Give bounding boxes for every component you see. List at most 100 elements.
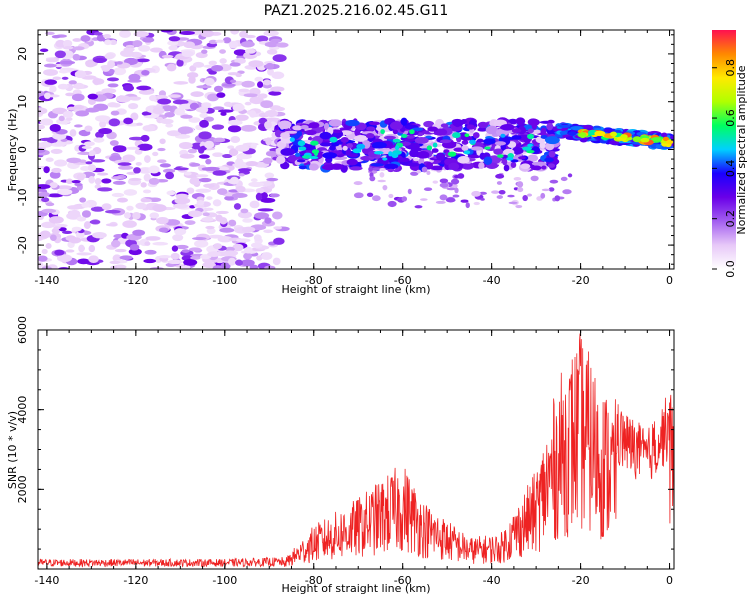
spectrogram-blob — [235, 73, 242, 78]
spectrogram-blob — [466, 124, 475, 130]
spectrogram-y-ticks: -20 -10 0 10 20 — [16, 34, 674, 265]
x-tick-label: -100 — [212, 574, 237, 587]
spectrogram-blob — [203, 183, 215, 188]
spectrogram-blob — [401, 196, 408, 202]
spectrogram-blob — [95, 115, 111, 122]
spectrogram-blob — [582, 124, 594, 130]
spectrogram-blob — [244, 48, 256, 54]
spectrogram-blob — [132, 40, 143, 48]
spectrogram-blob — [164, 111, 175, 118]
spectrogram-blob — [181, 50, 194, 58]
spectrogram-blob — [372, 195, 381, 202]
spectrogram-blob — [135, 161, 142, 166]
spectrogram-blob — [345, 143, 354, 149]
x-tick-label: -80 — [305, 574, 323, 587]
spectrogram-blob — [134, 148, 143, 155]
x-tick-label: -40 — [483, 274, 501, 287]
spectrogram-blob — [547, 119, 555, 124]
spectrogram-blob — [157, 147, 166, 152]
spectrogram-blob — [65, 235, 77, 242]
spectrogram-blob — [196, 85, 212, 89]
spectrogram-blob — [478, 191, 487, 195]
spectrogram-blob — [122, 154, 136, 163]
spectrogram-blob — [260, 197, 276, 203]
spectrogram-blob — [234, 57, 246, 64]
spectrogram-blob — [240, 259, 255, 267]
spectrogram-blob — [123, 117, 134, 125]
spectrogram-blob — [136, 122, 143, 126]
spectrogram-blob — [472, 132, 480, 139]
spectrogram-blob — [273, 237, 285, 245]
spectrogram-blob — [516, 181, 524, 188]
spectrogram-blob — [666, 139, 674, 145]
spectrogram-blob — [228, 219, 237, 227]
spectrogram-blob — [257, 93, 268, 99]
spectrogram-blob — [166, 63, 177, 72]
spectrogram-blob — [129, 243, 140, 251]
spectrogram-blob — [510, 159, 519, 163]
spectrogram-blob — [195, 107, 208, 113]
spectrogram-blob — [166, 190, 176, 196]
spectrogram-blob — [227, 257, 236, 266]
spectrogram-blob — [201, 167, 217, 171]
spectrogram-blob — [531, 120, 538, 130]
spectrogram-blob — [119, 255, 133, 260]
spectrogram-blob — [264, 121, 272, 129]
spectrogram-blob — [427, 126, 439, 132]
spectrogram-blob — [541, 165, 547, 170]
spectrogram-blob — [206, 196, 213, 200]
spectrogram-blob — [238, 88, 250, 93]
spectrogram-blob — [416, 169, 422, 174]
y-tick-label: 10 — [16, 95, 29, 109]
spectrogram-blob — [365, 133, 375, 139]
spectrogram-blob — [423, 120, 435, 128]
spectrogram-blob — [603, 128, 614, 133]
spectrogram-blob — [503, 164, 510, 172]
colorbar-tick-label: 0.4 — [724, 160, 737, 178]
spectrogram-blob — [407, 162, 420, 167]
spectrogram-blob — [52, 76, 62, 81]
spectrogram-blob — [117, 165, 134, 170]
spectrogram-blob — [123, 189, 138, 196]
spectrogram-blob — [213, 243, 223, 250]
spectrogram-blob — [409, 149, 419, 158]
spectrogram-blob — [271, 71, 285, 80]
spectrogram-blob — [157, 159, 167, 164]
spectrogram-blob — [156, 216, 169, 225]
spectrogram-blob — [454, 187, 459, 194]
spectrogram-blob — [211, 124, 225, 130]
spectrogram-blob — [57, 188, 73, 196]
spectrogram-blob — [105, 209, 121, 214]
spectrogram-blob — [439, 139, 452, 144]
spectrogram-blob — [195, 188, 212, 193]
spectrogram-blob — [332, 129, 343, 134]
spectrogram-blob — [548, 187, 555, 192]
spectrogram-blob — [45, 58, 59, 63]
spectrogram-blob — [71, 93, 85, 102]
spectrogram-blob — [273, 226, 283, 230]
spectrogram-blob — [81, 202, 90, 208]
spectrogram-blob — [104, 53, 115, 60]
spectrogram-blob — [39, 137, 56, 142]
spectrogram-blob — [188, 247, 202, 252]
spectrogram-blob — [44, 79, 58, 85]
spectrogram-blob — [292, 125, 303, 131]
spectrogram-blob — [212, 265, 223, 269]
spectrogram-blob — [49, 85, 57, 93]
spectrogram-blob — [227, 119, 243, 126]
spectrogram-blob — [495, 173, 505, 179]
spectrogram-blob — [379, 172, 385, 178]
y-tick-label: 0 — [16, 146, 29, 153]
spectrogram-blob — [38, 107, 48, 115]
spectrogram-blob — [198, 154, 210, 159]
spectrogram-blob — [548, 150, 556, 158]
spectrogram-blob — [145, 236, 161, 241]
spectrogram-blob — [300, 125, 309, 130]
spectrogram-blob — [388, 193, 394, 199]
spectrogram-blob — [56, 185, 73, 190]
spectrogram-blob — [373, 150, 384, 155]
spectrogram-blob — [152, 204, 167, 212]
spectrogram-blob — [173, 81, 189, 85]
spectrogram-blob — [262, 157, 273, 164]
spectrogram-blob — [112, 180, 126, 185]
